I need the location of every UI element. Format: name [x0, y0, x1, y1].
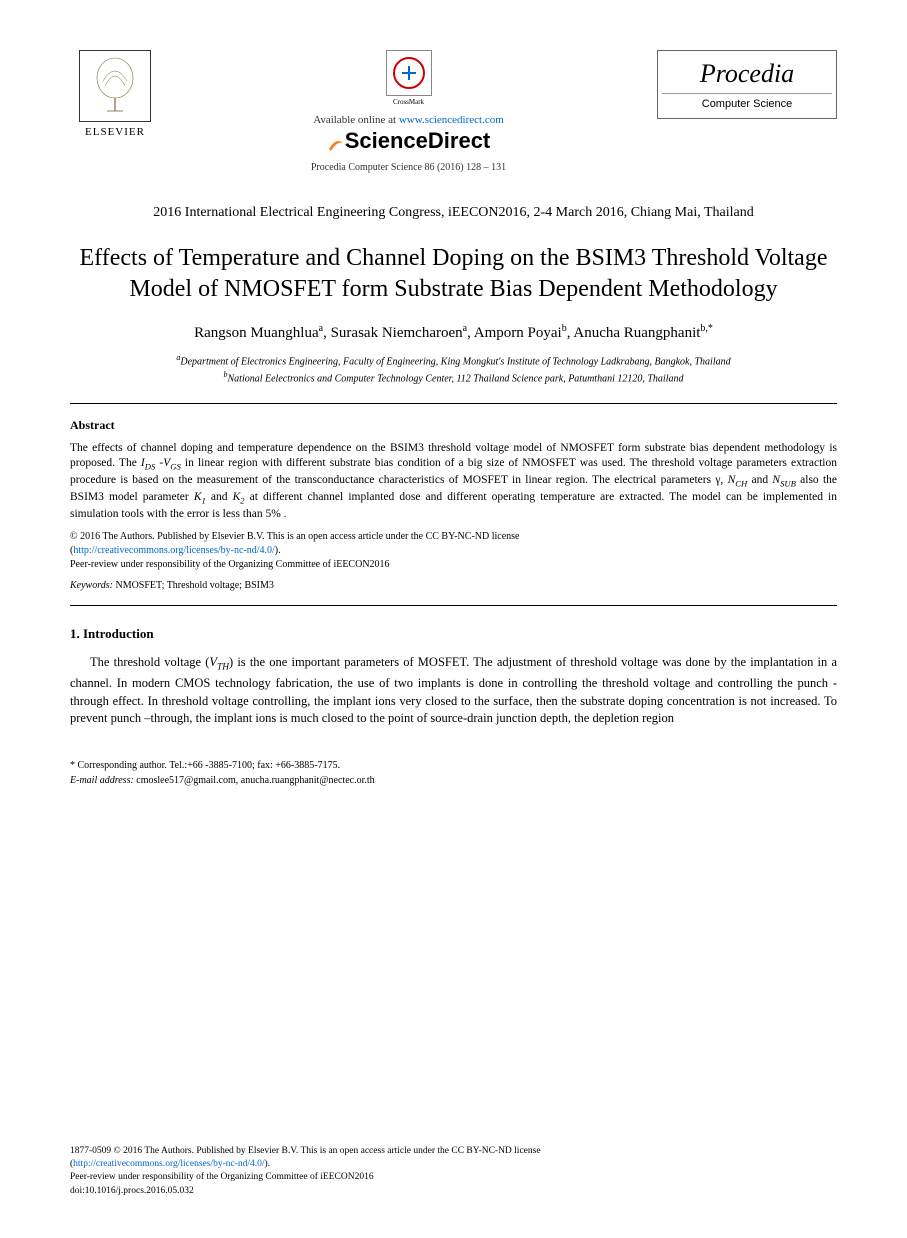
footer-license-link[interactable]: http://creativecommons.org/licenses/by-n… — [73, 1159, 264, 1169]
authors: Rangson Muanghluaa, Surasak Niemcharoena… — [70, 323, 837, 342]
sciencedirect-logo: ScienceDirect — [170, 128, 647, 154]
available-online: Available online at www.sciencedirect.co… — [170, 114, 647, 126]
abstract-heading: Abstract — [70, 418, 837, 433]
keywords: Keywords: NMOSFET; Threshold voltage; BS… — [70, 580, 837, 591]
conference-info: 2016 International Electrical Engineerin… — [70, 203, 837, 223]
footer: 1877-0509 © 2016 The Authors. Published … — [70, 1145, 837, 1198]
affiliations: aDepartment of Electronics Engineering, … — [70, 352, 837, 387]
corresponding-line1: * Corresponding author. Tel.:+66 -3885-7… — [70, 758, 837, 773]
sciencedirect-text: ScienceDirect — [345, 128, 491, 153]
sd-swoosh-icon — [327, 133, 345, 151]
copyright-block: © 2016 The Authors. Published by Elsevie… — [70, 530, 837, 572]
elsevier-label: ELSEVIER — [70, 126, 160, 138]
procedia-subtitle: Computer Science — [662, 98, 832, 110]
keywords-text: NMOSFET; Threshold voltage; BSIM3 — [113, 580, 274, 591]
abstract-body: The effects of channel doping and temper… — [70, 441, 837, 523]
section-1-heading: 1. Introduction — [70, 626, 837, 642]
procedia-logo-block: Procedia Computer Science — [657, 50, 837, 119]
rule-bottom — [70, 605, 837, 606]
available-prefix: Available online at — [313, 114, 399, 126]
affiliation-b: bNational Eelectronics and Computer Tech… — [70, 369, 837, 386]
crossmark-icon[interactable] — [386, 50, 432, 96]
keywords-label: Keywords: — [70, 580, 113, 591]
footer-line1: 1877-0509 © 2016 The Authors. Published … — [70, 1146, 541, 1156]
email-text: cmoslee517@gmail.com, anucha.ruangphanit… — [134, 775, 375, 786]
elsevier-tree-icon — [79, 50, 151, 122]
copyright-line1: © 2016 The Authors. Published by Elsevie… — [70, 531, 519, 542]
corresponding-author: * Corresponding author. Tel.:+66 -3885-7… — [70, 758, 837, 788]
elsevier-logo-block: ELSEVIER — [70, 50, 160, 138]
footer-doi: doi:10.1016/j.procs.2016.05.032 — [70, 1186, 194, 1196]
procedia-title: Procedia — [662, 59, 832, 94]
section-1-body: The threshold voltage (VTH) is the one i… — [70, 654, 837, 727]
license-link[interactable]: http://creativecommons.org/licenses/by-n… — [73, 545, 274, 556]
footer-line2: Peer-review under responsibility of the … — [70, 1172, 374, 1182]
paper-title: Effects of Temperature and Channel Dopin… — [70, 243, 837, 305]
header: ELSEVIER CrossMark Available online at w… — [70, 50, 837, 173]
copyright-line2: Peer-review under responsibility of the … — [70, 559, 390, 570]
email-label: E-mail address: — [70, 775, 134, 786]
sciencedirect-link[interactable]: www.sciencedirect.com — [399, 114, 504, 126]
crossmark-label: CrossMark — [170, 98, 647, 106]
corresponding-email: E-mail address: cmoslee517@gmail.com, an… — [70, 773, 837, 788]
affiliation-a: aDepartment of Electronics Engineering, … — [70, 352, 837, 369]
rule-top — [70, 403, 837, 404]
journal-reference: Procedia Computer Science 86 (2016) 128 … — [170, 162, 647, 173]
header-center: CrossMark Available online at www.scienc… — [160, 50, 657, 173]
